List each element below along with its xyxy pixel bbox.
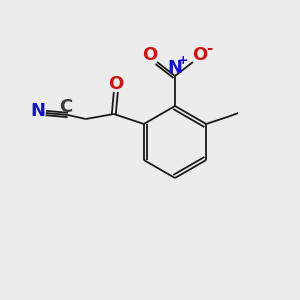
Text: N: N xyxy=(30,102,45,120)
Text: C: C xyxy=(59,98,72,116)
Text: N: N xyxy=(167,59,182,77)
Text: -: - xyxy=(206,40,212,56)
Text: O: O xyxy=(142,46,158,64)
Text: O: O xyxy=(192,46,208,64)
Text: +: + xyxy=(178,55,188,68)
Text: O: O xyxy=(108,75,123,93)
